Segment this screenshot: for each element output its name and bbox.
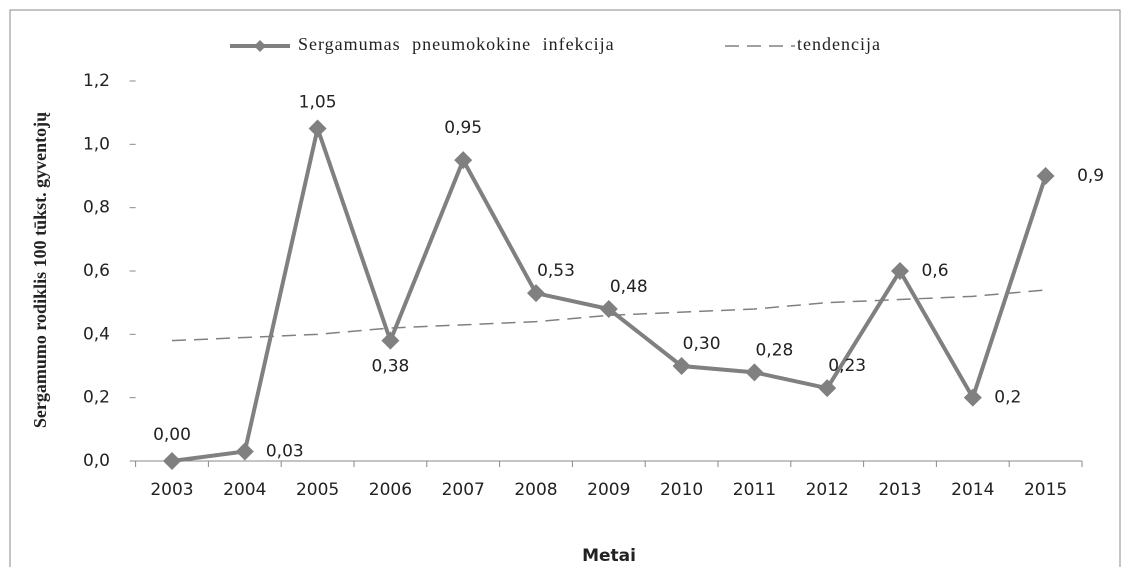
marker bbox=[963, 388, 982, 407]
x-tick-label: 2007 bbox=[442, 480, 485, 500]
y-tick-label: 1,2 bbox=[83, 71, 110, 91]
marker bbox=[745, 363, 764, 382]
x-tick-label: 2012 bbox=[806, 480, 849, 500]
x-tick-label: 2009 bbox=[587, 480, 630, 500]
y-tick-label: 0,4 bbox=[83, 324, 110, 344]
trend-line bbox=[171, 289, 1046, 342]
legend-marker bbox=[254, 40, 266, 52]
x-axis-title: Metai bbox=[582, 546, 636, 566]
x-tick-label: 2005 bbox=[296, 480, 339, 500]
data-label: 0,95 bbox=[444, 118, 482, 138]
data-label: 0,6 bbox=[921, 261, 948, 281]
data-label: 0,03 bbox=[266, 442, 304, 462]
marker bbox=[163, 452, 181, 470]
y-tick-label: 0,2 bbox=[83, 388, 110, 408]
marker bbox=[891, 262, 909, 280]
data-label: 0,53 bbox=[537, 261, 575, 281]
data-label: 0,28 bbox=[755, 340, 793, 360]
marker bbox=[308, 119, 327, 138]
chart-border bbox=[9, 9, 1121, 567]
data-label: 0,48 bbox=[610, 277, 648, 297]
data-label: 0,00 bbox=[153, 425, 191, 445]
x-tick-label: 2015 bbox=[1024, 480, 1067, 500]
y-tick-label: 1,0 bbox=[83, 134, 110, 154]
data-label: 0,2 bbox=[994, 388, 1021, 408]
marker bbox=[381, 331, 400, 350]
x-tick-label: 2013 bbox=[878, 480, 921, 500]
legend-label: Sergamumas pneumokokine infekcija bbox=[298, 34, 615, 54]
x-tick-label: 2006 bbox=[369, 480, 412, 500]
marker bbox=[527, 284, 545, 303]
data-label: 0,23 bbox=[828, 356, 866, 376]
data-label: 0,30 bbox=[683, 334, 721, 354]
data-label: 0,9 bbox=[1077, 166, 1104, 186]
y-tick-label: 0,6 bbox=[83, 261, 110, 281]
x-tick-label: 2011 bbox=[733, 480, 776, 500]
x-tick-label: 2010 bbox=[660, 480, 703, 500]
marker bbox=[818, 379, 837, 398]
x-tick-label: 2008 bbox=[514, 480, 557, 500]
y-tick-label: 0,0 bbox=[83, 451, 110, 471]
x-tick-label: 2014 bbox=[951, 480, 994, 500]
y-axis-title: Sergamumo rodiklis 100 tūkst. gyventojų bbox=[30, 112, 50, 428]
x-tick-label: 2003 bbox=[150, 480, 193, 500]
marker bbox=[235, 442, 254, 461]
y-tick-label: 0,8 bbox=[83, 198, 110, 218]
data-line bbox=[171, 121, 1048, 463]
x-tick-label: 2004 bbox=[223, 480, 266, 500]
marker bbox=[599, 300, 618, 318]
data-label: 1,05 bbox=[299, 93, 337, 113]
marker bbox=[1036, 167, 1055, 185]
data-label: 0,38 bbox=[371, 357, 409, 377]
legend-label: tendencija bbox=[797, 34, 881, 54]
marker bbox=[672, 357, 691, 375]
marker bbox=[454, 151, 473, 170]
